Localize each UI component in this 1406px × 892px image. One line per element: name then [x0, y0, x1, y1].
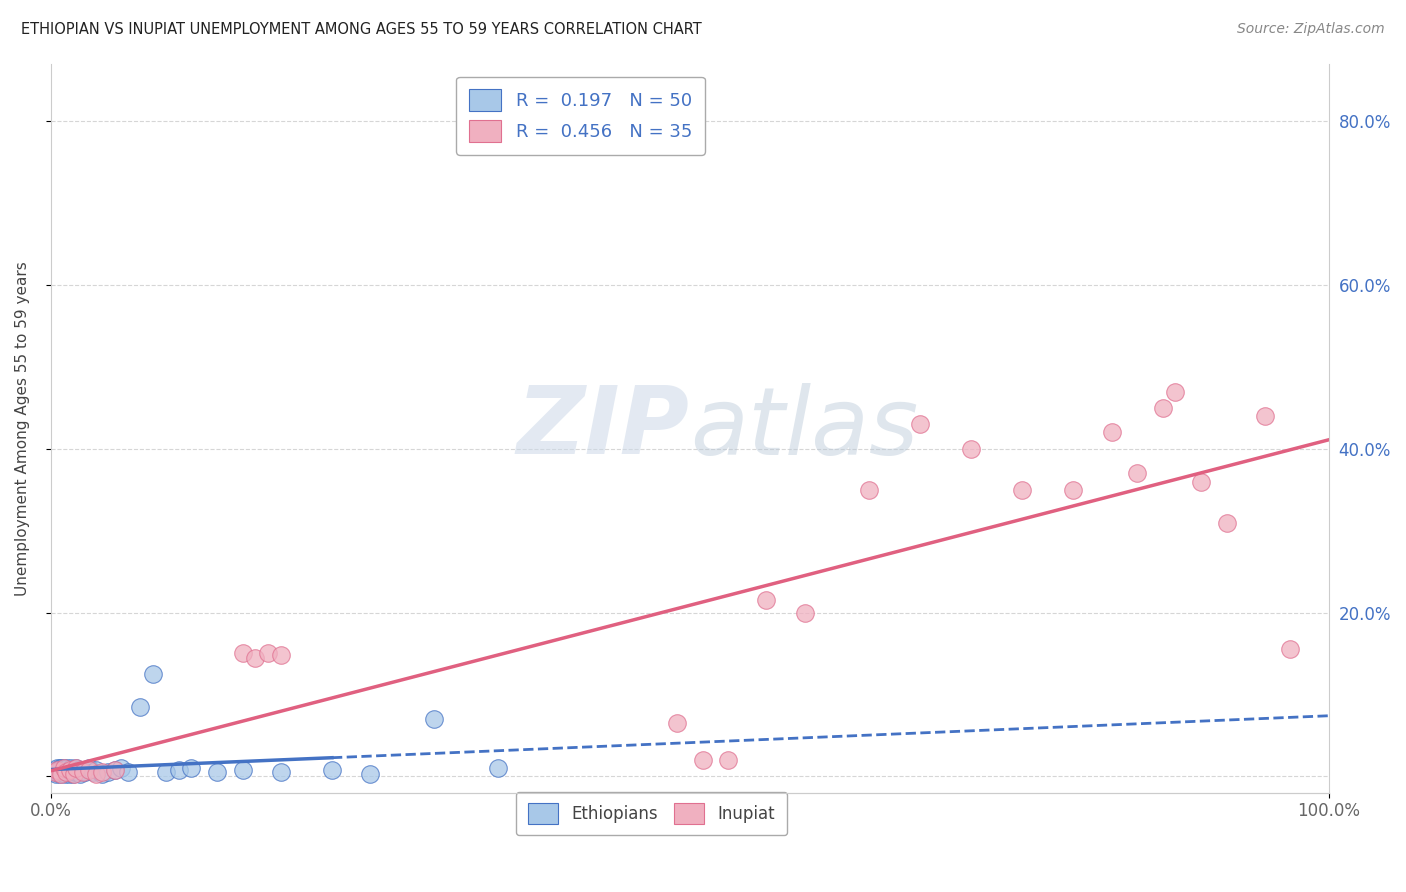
Point [1164, 384, 1187, 399]
Point [666, 716, 689, 731]
Point [1062, 483, 1084, 497]
Point [270, 648, 292, 662]
Point [755, 593, 778, 607]
Text: atlas: atlas [690, 383, 918, 474]
Point [205, 765, 228, 780]
Point [1011, 483, 1033, 497]
Point [359, 767, 381, 781]
Y-axis label: Unemployment Among Ages 55 to 59 years: Unemployment Among Ages 55 to 59 years [15, 261, 30, 596]
Point [245, 650, 267, 665]
Point [44, 763, 66, 777]
Point [67, 765, 90, 780]
Point [52, 761, 75, 775]
Point [257, 647, 280, 661]
Point [77, 763, 100, 777]
Point [1254, 409, 1277, 423]
Point [48, 763, 70, 777]
Point [231, 763, 253, 777]
Point [49, 767, 72, 781]
Point [69, 767, 91, 781]
Point [82, 765, 104, 780]
Point [1189, 475, 1212, 489]
Point [46, 761, 69, 775]
Point [51, 763, 73, 777]
Point [91, 765, 114, 780]
Point [84, 763, 107, 777]
Point [97, 765, 120, 780]
Point [908, 417, 931, 432]
Point [231, 647, 253, 661]
Text: ZIP: ZIP [517, 383, 690, 475]
Point [55, 765, 77, 780]
Point [180, 761, 202, 775]
Point [59, 765, 82, 780]
Point [270, 765, 292, 780]
Point [46, 763, 69, 777]
Point [49, 761, 72, 775]
Point [45, 767, 67, 781]
Point [62, 767, 84, 781]
Point [104, 763, 127, 777]
Text: ETHIOPIAN VS INUPIAT UNEMPLOYMENT AMONG AGES 55 TO 59 YEARS CORRELATION CHART: ETHIOPIAN VS INUPIAT UNEMPLOYMENT AMONG … [21, 22, 702, 37]
Point [44, 765, 66, 780]
Point [49, 767, 72, 781]
Point [129, 699, 152, 714]
Point [321, 763, 343, 777]
Point [59, 763, 82, 777]
Legend: Ethiopians, Inupiat: Ethiopians, Inupiat [516, 792, 787, 835]
Point [60, 761, 83, 775]
Point [63, 767, 86, 781]
Point [91, 767, 114, 781]
Point [1152, 401, 1174, 415]
Point [110, 761, 132, 775]
Point [155, 765, 177, 780]
Point [692, 753, 714, 767]
Point [53, 767, 76, 781]
Point [1279, 642, 1302, 657]
Point [72, 765, 94, 780]
Point [960, 442, 983, 456]
Point [75, 765, 97, 780]
Point [65, 761, 87, 775]
Point [142, 667, 165, 681]
Point [52, 765, 75, 780]
Point [59, 763, 82, 777]
Point [63, 765, 86, 780]
Point [117, 765, 139, 780]
Point [46, 765, 69, 780]
Point [858, 483, 880, 497]
Text: Source: ZipAtlas.com: Source: ZipAtlas.com [1237, 22, 1385, 37]
Point [167, 763, 190, 777]
Point [56, 765, 79, 780]
Point [58, 767, 80, 781]
Point [56, 761, 79, 775]
Point [84, 767, 107, 781]
Point [486, 761, 509, 775]
Point [423, 712, 446, 726]
Point [55, 763, 77, 777]
Point [66, 763, 89, 777]
Point [49, 761, 72, 775]
Point [65, 761, 87, 775]
Point [717, 753, 740, 767]
Point [49, 765, 72, 780]
Point [72, 763, 94, 777]
Point [793, 606, 815, 620]
Point [1126, 467, 1149, 481]
Point [52, 761, 75, 775]
Point [1101, 425, 1123, 440]
Point [104, 763, 127, 777]
Point [77, 761, 100, 775]
Point [42, 765, 65, 780]
Point [63, 763, 86, 777]
Point [1215, 516, 1237, 530]
